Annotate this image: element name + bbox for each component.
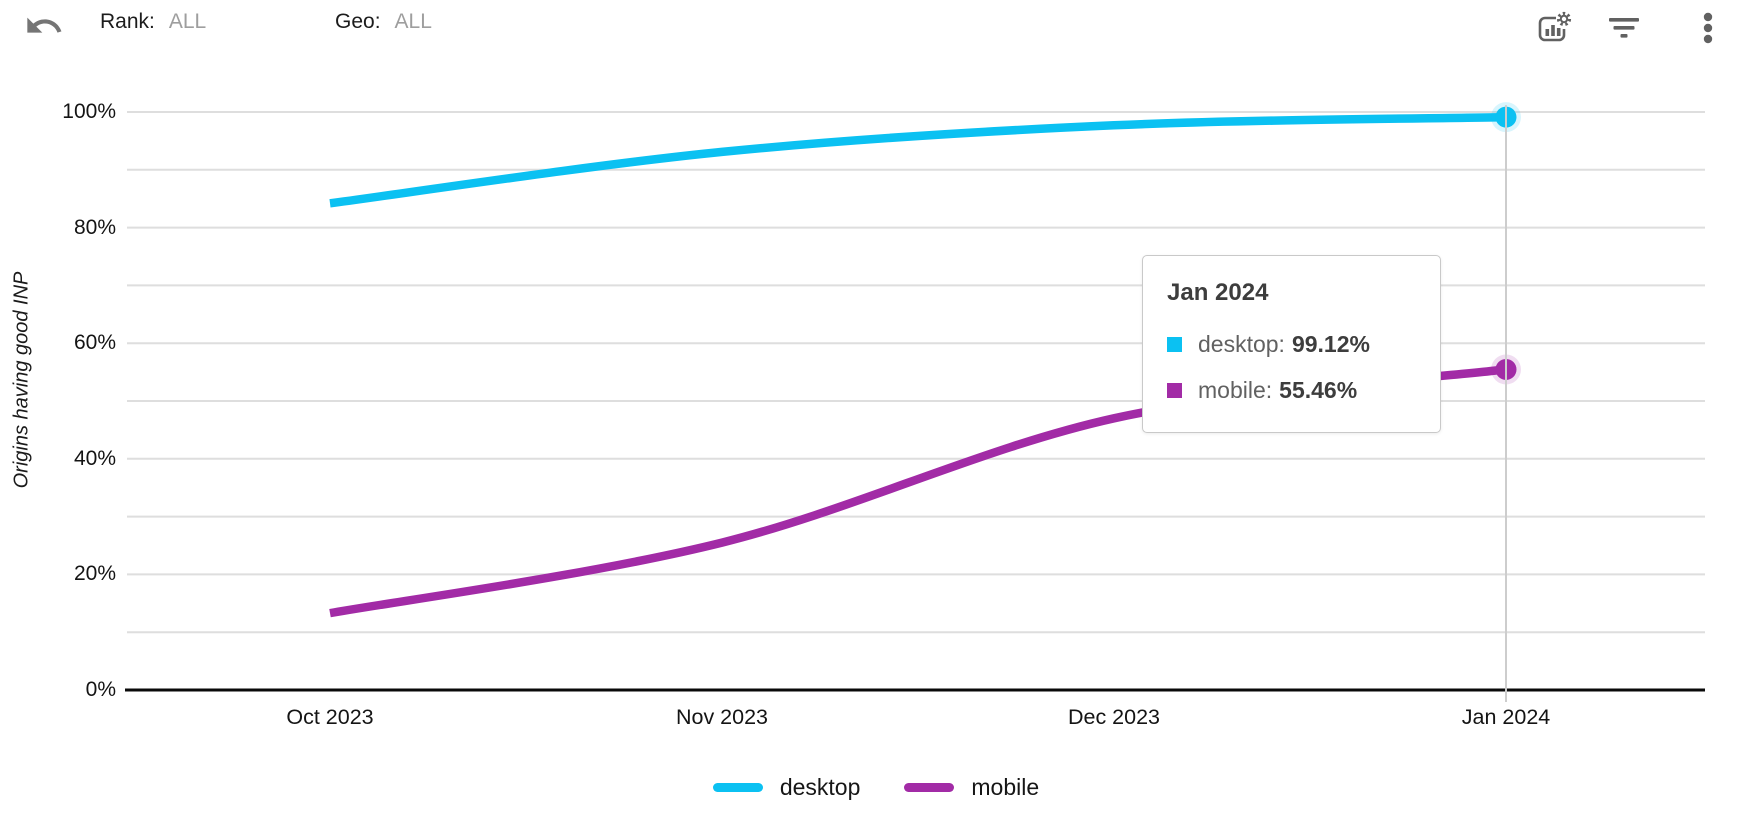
mobile-swatch-icon [1167,383,1182,398]
geo-label: Geo: [335,10,381,33]
ytick-100: 100% [62,100,116,123]
legend-mobile-label: mobile [971,774,1040,800]
legend-desktop-label: desktop [779,774,861,800]
ytick-20: 20% [73,562,116,585]
undo-icon [24,17,64,49]
filter-icon [1608,18,1640,43]
xtick-oct-2023: Oct 2023 [286,705,374,729]
filter-button[interactable] [1608,16,1640,40]
desktop-swatch-icon [1167,337,1182,352]
ytick-0: 0% [85,678,116,701]
mobile-line-swatch-icon [904,783,955,792]
ytick-80: 80% [73,216,116,239]
tooltip-mobile-label: mobile: [1198,377,1273,403]
toolbar: Rank: ALL Geo: ALL [0,0,1752,56]
y-axis-title: Origins having good INP [10,271,33,489]
tooltip-desktop-label: desktop: [1198,331,1285,357]
undo-button[interactable] [24,6,64,46]
ytick-60: 60% [73,331,116,354]
tooltip-desktop-value: 99.12% [1291,331,1370,357]
chart-settings-icon [1534,11,1574,52]
xtick-jan-2024: Jan 2024 [1461,705,1551,729]
tooltip-row-mobile: mobile: 55.46% [1167,377,1416,404]
chart-settings-button[interactable] [1534,9,1574,49]
chart-legend: desktop mobile [0,774,1752,801]
legend-item-desktop[interactable]: desktop [712,774,861,801]
desktop-line-swatch-icon [712,783,763,792]
tooltip-title: Jan 2024 [1167,279,1269,306]
tooltip-mobile-value: 55.46% [1279,377,1358,403]
geo-filter: Geo: ALL [335,10,432,34]
geo-value-select[interactable]: ALL [394,10,432,33]
more-vert-icon [1698,12,1718,47]
xtick-nov-2023: Nov 2023 [675,705,769,729]
xtick-dec-2023: Dec 2023 [1067,705,1161,729]
more-menu-button[interactable] [1698,12,1718,44]
ytick-40: 40% [73,447,116,470]
series-line-desktop[interactable] [329,112,1507,208]
rank-value-select[interactable]: ALL [168,10,207,33]
tooltip-row-desktop: desktop: 99.12% [1167,331,1416,358]
legend-item-mobile[interactable]: mobile [904,774,1039,801]
rank-label: Rank: [100,10,155,33]
chart-tooltip: Jan 2024 desktop: 99.12% mobile: 55.46% [1142,255,1441,433]
rank-filter: Rank: ALL [100,10,206,34]
